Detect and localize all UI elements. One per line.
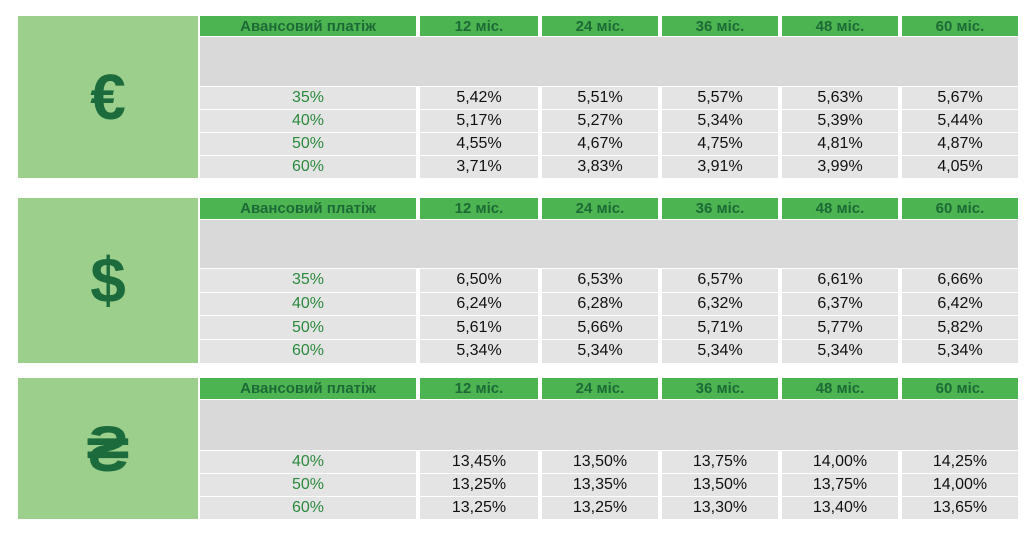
row-label: 50% [200,474,416,496]
row-label: 40% [200,110,416,132]
column-header: 60 міс. [902,378,1018,399]
row-label: 60% [200,497,416,519]
rate-cell: 5,71% [662,316,778,340]
column-header: 48 міс. [782,16,898,36]
column-header: 24 міс. [542,16,658,36]
rate-cell: 13,75% [782,474,898,496]
rate-cell: 4,75% [662,133,778,155]
rate-cell: 4,87% [902,133,1018,155]
rate-cell: 6,53% [542,269,658,292]
rate-cell: 5,66% [542,316,658,340]
rate-cell: 13,50% [662,474,778,496]
row-label: 35% [200,269,416,292]
column-header: 24 міс. [542,198,658,219]
column-header: 12 міс. [420,198,538,219]
rate-cell: 5,57% [662,87,778,109]
rate-cell: 5,82% [902,316,1018,340]
rate-cell: 5,61% [420,316,538,340]
column-header: 36 міс. [662,198,778,219]
rate-cell: 5,51% [542,87,658,109]
rate-cell: 5,34% [542,340,658,363]
rate-cell: 6,28% [542,292,658,316]
rate-cell: 6,42% [902,292,1018,316]
rate-cell: 5,34% [782,340,898,363]
rate-cell: 6,61% [782,269,898,292]
rate-cell: 6,57% [662,269,778,292]
currency-symbol: ₴ [18,378,198,519]
rate-cell: 5,17% [420,110,538,132]
blank-row [200,37,1018,86]
row-label: 40% [200,451,416,473]
column-header: Авансовий платіж [200,198,416,219]
rate-cell: 14,00% [782,451,898,473]
column-header: 48 міс. [782,198,898,219]
rate-cell: 6,24% [420,292,538,316]
row-label: 60% [200,340,416,363]
rate-cell: 13,25% [420,497,538,519]
rate-cell: 13,35% [542,474,658,496]
rate-cell: 14,25% [902,451,1018,473]
rate-cell: 13,40% [782,497,898,519]
currency-symbol: $ [18,198,198,363]
blank-row [200,400,1018,450]
rate-cell: 5,34% [420,340,538,363]
row-label: 50% [200,316,416,340]
column-header: Авансовий платіж [200,378,416,399]
rate-cell: 3,83% [542,156,658,178]
rate-cell: 13,75% [662,451,778,473]
rate-cell: 5,34% [662,340,778,363]
currency-symbol: € [18,16,198,178]
rate-cell: 4,05% [902,156,1018,178]
rate-cell: 5,27% [542,110,658,132]
column-header: 12 міс. [420,378,538,399]
rate-cell: 5,77% [782,316,898,340]
rate-cell: 13,25% [420,474,538,496]
rate-cell: 6,50% [420,269,538,292]
rate-cell: 13,45% [420,451,538,473]
rate-cell: 13,50% [542,451,658,473]
row-label: 35% [200,87,416,109]
rate-cell: 13,65% [902,497,1018,519]
column-header: 60 міс. [902,198,1018,219]
column-header: 36 міс. [662,378,778,399]
rate-cell: 3,91% [662,156,778,178]
rate-cell: 5,44% [902,110,1018,132]
rate-cell: 4,67% [542,133,658,155]
rate-cell: 4,81% [782,133,898,155]
column-header: 48 міс. [782,378,898,399]
rate-cell: 13,30% [662,497,778,519]
row-label: 40% [200,292,416,316]
row-label: 50% [200,133,416,155]
rate-cell: 6,66% [902,269,1018,292]
rate-cell: 5,63% [782,87,898,109]
rate-cell: 5,39% [782,110,898,132]
column-header: 24 міс. [542,378,658,399]
rate-cell: 5,67% [902,87,1018,109]
blank-row [200,220,1018,268]
rate-cell: 5,42% [420,87,538,109]
rate-cell: 14,00% [902,474,1018,496]
rate-cell: 4,55% [420,133,538,155]
rate-cell: 3,99% [782,156,898,178]
row-label: 60% [200,156,416,178]
column-header: 12 міс. [420,16,538,36]
rate-cell: 6,37% [782,292,898,316]
rate-cell: 5,34% [662,110,778,132]
column-header: 60 міс. [902,16,1018,36]
column-header: Авансовий платіж [200,16,416,36]
rate-cell: 13,25% [542,497,658,519]
rate-cell: 6,32% [662,292,778,316]
rate-cell: 5,34% [902,340,1018,363]
column-header: 36 міс. [662,16,778,36]
rate-cell: 3,71% [420,156,538,178]
